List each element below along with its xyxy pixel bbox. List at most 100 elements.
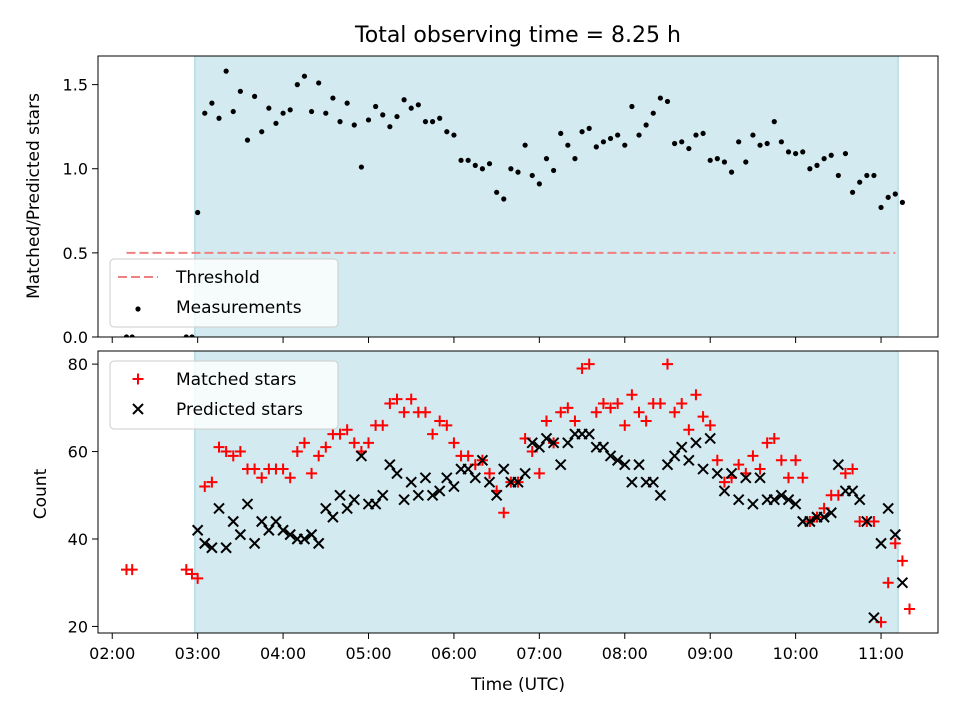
measurement-point [857, 179, 863, 185]
measurement-point [835, 172, 841, 179]
matched-star-point [733, 459, 745, 471]
predicted-star-point [647, 476, 659, 488]
predicted-star-point [697, 463, 709, 475]
measurement-point [807, 166, 813, 172]
matched-star-point [605, 402, 617, 414]
measurement-point [543, 156, 550, 162]
matched-star-point [298, 437, 310, 449]
series-x [191, 428, 909, 624]
matched-star-point [576, 362, 588, 374]
matched-star-point [341, 424, 353, 436]
predicted-star-point [348, 493, 360, 506]
measurement-point [458, 157, 464, 163]
predicted-star-point [789, 498, 802, 510]
predicted-star-point [846, 485, 859, 497]
y-tick-label: 1.0 [63, 160, 88, 179]
measurement-point [849, 189, 856, 195]
measurement-point [736, 139, 742, 145]
x-tick-label: 03:00 [175, 644, 221, 663]
predicted-star-point [668, 450, 681, 462]
measurement-point [308, 108, 315, 115]
x-tick-label: 05:00 [345, 644, 391, 663]
measurement-point [672, 140, 678, 147]
measurement-point [778, 139, 784, 145]
measurement-point [842, 150, 849, 157]
predicted-star-point [270, 515, 282, 528]
matched-star-point [234, 446, 246, 458]
matched-star-point [847, 463, 859, 475]
measurement-point [437, 115, 443, 121]
measurement-point [273, 120, 279, 126]
predicted-star-point [419, 472, 432, 484]
measurement-point [579, 129, 585, 135]
predicted-star-point [191, 524, 204, 536]
predicted-star-point [433, 485, 446, 497]
measurement-point [422, 119, 429, 125]
matched-star-point [398, 406, 410, 418]
matched-star-point [180, 564, 192, 576]
measurement-point [750, 132, 756, 138]
measurement-point [415, 102, 421, 108]
measurement-point [664, 98, 671, 105]
matched-star-point [775, 454, 787, 466]
measurement-point [721, 159, 728, 165]
y-tick-label: 80 [68, 355, 88, 374]
measurement-point [522, 142, 528, 148]
predicted-star-point [725, 467, 738, 480]
measurement-point [373, 103, 379, 110]
legend-label: Measurements [176, 298, 302, 318]
predicted-star-point [377, 489, 389, 501]
count-panel: 20 40 60 80 02:00 03:00 04:00 05:00 06:00 07:00 08… [68, 350, 939, 663]
predicted-star-point [711, 467, 724, 480]
measurement-point [287, 107, 293, 113]
matched-star-point [334, 428, 346, 440]
measurement-point [885, 194, 891, 200]
predicted-star-point [718, 485, 731, 497]
x-axis-label: Time (UTC) [470, 675, 565, 695]
measurement-point [129, 334, 135, 337]
measurement-point [892, 191, 898, 197]
measurement-point [465, 157, 471, 163]
measurement-point [323, 110, 329, 116]
predicted-star-point [683, 454, 695, 467]
predicted-star-point [540, 432, 553, 445]
predicted-star-point [298, 533, 311, 545]
matched-star-point [306, 467, 318, 479]
legend-box [109, 258, 339, 328]
matched-star-point [540, 415, 552, 427]
predicted-star-point [483, 476, 496, 488]
measurement-point [444, 129, 450, 135]
predicted-star-point [604, 450, 617, 462]
matched-star-point [882, 577, 894, 589]
predicted-star-point [263, 524, 275, 536]
predicted-star-point [547, 437, 560, 449]
measurement-point [501, 196, 507, 202]
matched-star-point [186, 568, 198, 580]
matched-star-point [533, 467, 545, 479]
measurement-point [643, 122, 649, 128]
x-tick-label: 10:00 [773, 644, 819, 663]
measurement-point [743, 159, 749, 165]
legend: Threshold Measurements [109, 258, 339, 328]
measurement-point [195, 209, 201, 216]
matched-star-point [256, 472, 268, 484]
measurement-point [679, 139, 685, 145]
predicted-star-point [241, 498, 254, 510]
measurement-point [757, 142, 763, 148]
matched-star-point [384, 397, 396, 409]
matched-star-point [754, 463, 766, 475]
predicted-star-point [626, 476, 638, 488]
predicted-star-point [384, 458, 396, 471]
matched-star-point [619, 419, 631, 431]
matched-star-point [427, 428, 439, 440]
legend-label: Matched stars [176, 370, 296, 390]
matched-star-point [583, 358, 595, 370]
matched-star-point [697, 411, 709, 423]
matched-star-point [768, 432, 780, 444]
predicted-star-point [611, 454, 624, 467]
predicted-star-point [206, 542, 218, 554]
ratio-panel: 0.0 0.5 1.0 1.5 Threshold Measurements [63, 55, 939, 347]
measurement-point [615, 132, 621, 138]
matched-star-point [434, 415, 446, 427]
axes-frame [97, 350, 939, 634]
